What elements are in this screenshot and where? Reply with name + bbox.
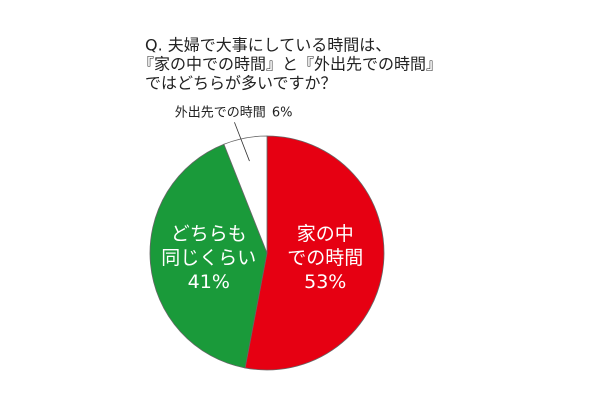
slice-label: どちらも [171, 223, 247, 245]
chart-title: ではどちらが多いですか？ [145, 74, 337, 93]
slice-label: 家の中 [297, 223, 354, 245]
chart-title: Q. 夫婦で大事にしている時間は、 [145, 36, 391, 55]
value-label: 6% [272, 105, 293, 120]
slice-label: 同じくらい [161, 247, 256, 269]
pie-slice [149, 143, 268, 369]
value-label: 41% [188, 271, 230, 293]
slice-label-line: 外出先での時間 [175, 105, 266, 120]
pie-slice [244, 135, 385, 371]
pie-slice [223, 135, 268, 254]
value-label: 53% [304, 271, 346, 293]
chart-title: 『家の中での時間』と『外出先での時間』 [138, 55, 442, 74]
slice-label: での時間 [287, 247, 363, 269]
leader-line [234, 122, 250, 162]
slice-label: 外出先での時間 6% [175, 105, 293, 120]
